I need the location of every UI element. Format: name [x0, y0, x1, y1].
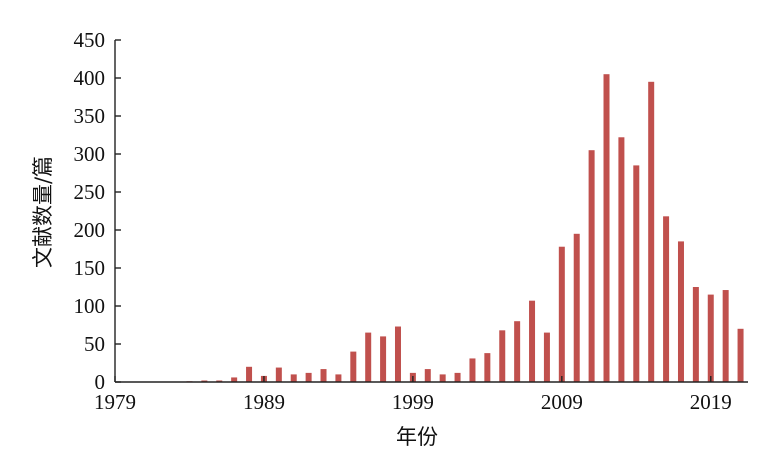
- bar-2014: [633, 165, 640, 382]
- bar-1992: [305, 372, 312, 382]
- bar-1987: [231, 377, 238, 382]
- bar-1993: [320, 369, 327, 382]
- y-ticks-group: 0 50 100 150 200 250 300 350 400 450: [74, 28, 121, 394]
- x-tick-label: 1989: [243, 390, 285, 414]
- bar-2011: [588, 150, 595, 382]
- bar-2021: [737, 328, 744, 382]
- bar-2008: [543, 332, 550, 382]
- bars-group: [186, 74, 744, 383]
- y-axis-label: 文献数量/篇: [31, 156, 55, 268]
- bar-1991: [290, 374, 297, 382]
- bar-2019: [707, 294, 714, 382]
- bar-2015: [648, 81, 655, 383]
- bar-2006: [514, 321, 521, 382]
- y-tick-label: 300: [74, 142, 106, 166]
- x-ticks-group: 1979 1989 1999 2009 2019: [94, 376, 732, 414]
- bar-1996: [365, 332, 372, 382]
- x-tick-label: 2009: [541, 390, 583, 414]
- bar-2002: [454, 372, 461, 382]
- y-tick-label: 100: [74, 294, 106, 318]
- x-tick-label: 2019: [690, 390, 732, 414]
- y-tick-label: 200: [74, 218, 106, 242]
- bar-2003: [469, 358, 476, 382]
- bar-2004: [484, 353, 491, 382]
- bar-2020: [722, 290, 729, 382]
- bar-2013: [618, 137, 625, 382]
- x-tick-label: 1979: [94, 390, 136, 414]
- y-tick-label: 150: [74, 256, 106, 280]
- y-tick-label: 250: [74, 180, 106, 204]
- y-tick-label: 400: [74, 66, 106, 90]
- y-tick-label: 0: [95, 370, 106, 394]
- bar-1994: [335, 374, 342, 382]
- x-tick-label: 1999: [392, 390, 434, 414]
- y-tick-label: 50: [84, 332, 105, 356]
- bar-1998: [394, 326, 401, 382]
- bar-1990: [275, 367, 282, 382]
- bar-2005: [499, 330, 506, 382]
- bar-2009: [558, 246, 565, 382]
- bar-2001: [439, 374, 446, 382]
- bar-2012: [603, 74, 610, 382]
- y-tick-label: 350: [74, 104, 106, 128]
- bar-2007: [529, 300, 536, 382]
- bar-2016: [663, 216, 670, 382]
- bar-1995: [350, 351, 357, 382]
- bar-2017: [677, 241, 684, 382]
- y-tick-label: 450: [74, 28, 106, 52]
- bar-2010: [573, 233, 580, 382]
- bar-2018: [692, 287, 699, 382]
- x-axis-label: 年份: [396, 425, 438, 449]
- bar-1997: [380, 336, 387, 382]
- bar-1985: [201, 380, 208, 382]
- bar-1986: [216, 380, 223, 382]
- bar-1988: [246, 366, 253, 382]
- bar-2000: [424, 369, 431, 382]
